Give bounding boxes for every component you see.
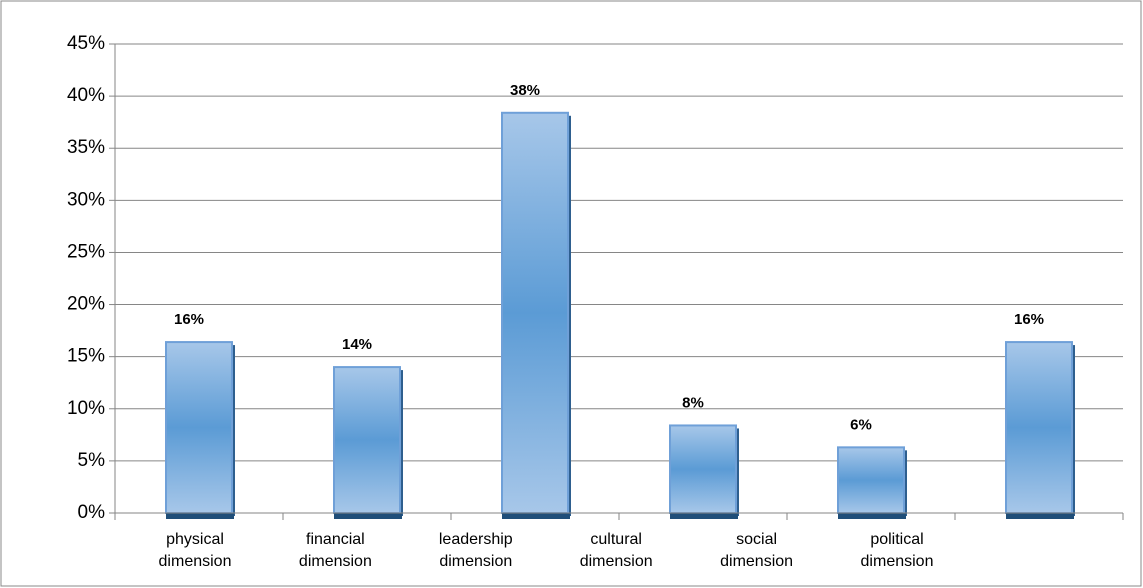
bar-base [1006,513,1074,519]
x-tick-label: cultural dimension [579,531,653,570]
x-tick-label: leadership dimension [438,531,513,570]
bar-base [334,513,402,519]
y-tick-label: 45% [67,33,105,54]
y-tick-label: 25% [67,241,105,262]
bar [333,366,401,515]
bar-base [838,513,906,519]
bar [1005,341,1073,514]
bar-base [502,513,570,519]
y-tick-label: 5% [78,450,106,471]
data-label: 14% [342,336,372,353]
bar-base [670,513,738,519]
data-label: 38% [510,82,540,99]
bar [165,341,233,514]
x-tick-label: financial dimension [298,531,372,570]
bar [837,446,905,514]
bar [669,424,737,515]
x-tick-label: social dimension [720,531,794,570]
y-tick-label: 35% [67,137,105,158]
x-tick-label: physical dimension [158,531,232,570]
y-tick-label: 40% [67,85,105,106]
y-tick-label: 15% [67,346,105,367]
data-label: 8% [682,394,704,411]
data-label: 6% [850,416,872,433]
y-tick-label: 0% [78,502,106,523]
data-label: 16% [174,311,204,328]
x-tick-label: political dimension [860,531,934,570]
bar-base [166,513,234,519]
y-tick-label: 20% [67,294,105,315]
y-tick-label: 30% [67,189,105,210]
y-tick-label: 10% [67,398,105,419]
data-label: 16% [1014,311,1044,328]
bar [501,111,569,515]
